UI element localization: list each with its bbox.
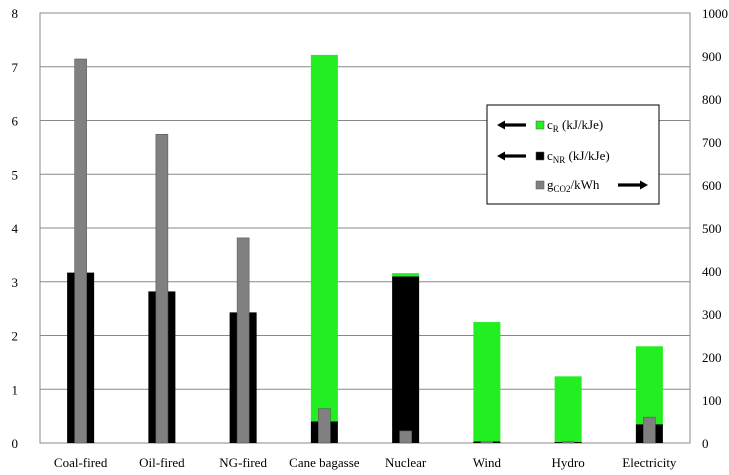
legend-swatch (535, 151, 545, 161)
legend-arrow-right (618, 183, 640, 187)
right-tick-label: 600 (702, 178, 722, 193)
x-tick-label: Coal-fired (54, 455, 108, 470)
x-tick-label: Hydro (552, 455, 585, 470)
left-axis-ticks: 0 1 2 3 4 5 6 7 8 (12, 6, 19, 451)
x-tick-label: Oil-fired (139, 455, 185, 470)
right-tick-label: 400 (702, 264, 722, 279)
legend-arrow-left (497, 151, 505, 161)
bar-gCO2 (399, 430, 412, 444)
bar-cR (392, 273, 420, 277)
x-tick-label: Wind (473, 455, 502, 470)
bar-cR (554, 376, 582, 442)
right-tick-label: 900 (702, 49, 722, 64)
bar-cR (473, 322, 501, 442)
legend-label: cR (kJ/kJe) (547, 117, 603, 134)
legend-swatch (535, 120, 545, 130)
legend-arrow-left (497, 120, 505, 130)
right-tick-label: 1000 (702, 6, 728, 21)
legend-label: gCO2/kWh (547, 177, 600, 194)
right-tick-label: 0 (702, 436, 709, 451)
x-tick-label: Cane bagasse (289, 455, 360, 470)
left-tick-label: 4 (12, 221, 19, 236)
left-tick-label: 0 (12, 436, 19, 451)
bar-gCO2 (318, 408, 331, 444)
left-tick-label: 6 (12, 114, 19, 129)
bar-cNR (392, 276, 420, 443)
legend: cR (kJ/kJe) cNR (kJ/kJe) gCO2/kWh (486, 104, 660, 205)
bar-gCO2 (480, 441, 494, 444)
right-tick-label: 100 (702, 393, 722, 408)
legend-swatch (535, 180, 545, 190)
right-tick-label: 800 (702, 92, 722, 107)
legend-label: cNR (kJ/kJe) (547, 148, 610, 165)
x-tick-label: Nuclear (385, 455, 427, 470)
left-tick-label: 2 (12, 329, 19, 344)
left-tick-label: 5 (12, 167, 19, 182)
legend-arrow-right (640, 180, 648, 190)
right-axis-ticks: 0 100 200 300 400 500 600 700 800 900 1000 (702, 6, 728, 451)
bar-gCO2 (155, 133, 169, 444)
left-tick-label: 3 (12, 275, 19, 290)
bar-cR (635, 346, 663, 425)
bar-cR (310, 54, 338, 422)
left-tick-label: 8 (12, 6, 19, 21)
legend-arrow-left (504, 123, 526, 127)
bar-gCO2 (561, 441, 575, 444)
x-axis-ticks: Coal-fired Oil-fired NG-fired Cane bagasse N… (54, 455, 677, 470)
bar-gCO2 (74, 58, 87, 444)
bar-gCO2 (236, 237, 250, 444)
bars (67, 54, 663, 444)
legend-arrow-left (504, 154, 526, 158)
right-tick-label: 300 (702, 307, 722, 322)
right-tick-label: 700 (702, 135, 722, 150)
x-tick-label: Electricity (622, 455, 677, 470)
right-tick-label: 200 (702, 350, 722, 365)
right-tick-label: 500 (702, 221, 722, 236)
left-tick-label: 1 (12, 382, 19, 397)
x-tick-label: NG-fired (219, 455, 267, 470)
left-tick-label: 7 (12, 60, 19, 75)
bar-gCO2 (643, 416, 656, 444)
